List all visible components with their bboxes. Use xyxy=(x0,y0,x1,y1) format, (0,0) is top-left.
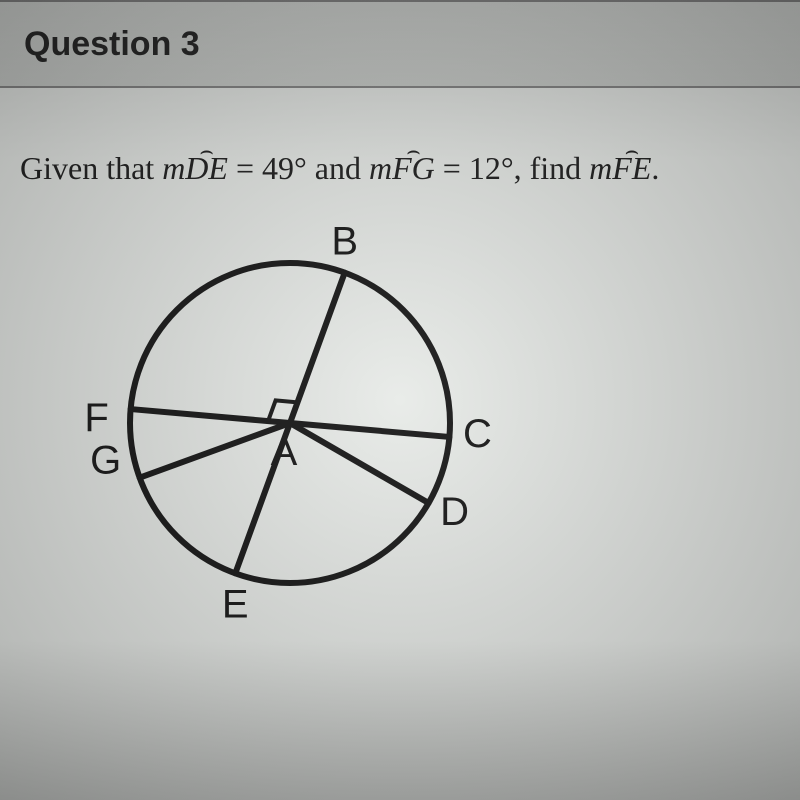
prompt-lead: Given that xyxy=(20,150,162,186)
svg-text:F: F xyxy=(84,396,108,440)
prompt-find: , find xyxy=(514,150,590,186)
question-prompt: Given that m⌢DE = 49° and m⌢FG = 12°, fi… xyxy=(20,150,780,187)
circle-diagram: B CD E FG A xyxy=(80,223,780,648)
question-content: Given that m⌢DE = 49° and m⌢FG = 12°, fi… xyxy=(0,88,800,648)
arc-FE: ⌢FE xyxy=(612,150,651,187)
svg-text:B: B xyxy=(331,223,358,264)
arc-FG: ⌢FG xyxy=(392,150,435,187)
arc-DE: ⌢DE xyxy=(185,150,228,187)
prompt-m2: m xyxy=(369,150,392,186)
prompt-m1: m xyxy=(162,150,185,186)
arc-mark-icon: ⌢ xyxy=(625,140,639,162)
svg-text:D: D xyxy=(440,490,469,534)
prompt-m3: m xyxy=(589,150,612,186)
arc-mark-icon: ⌢ xyxy=(406,140,420,162)
svg-text:A: A xyxy=(271,430,298,474)
svg-text:E: E xyxy=(222,582,249,626)
question-title: Question 3 xyxy=(24,25,200,64)
prompt-eq2: = 12° xyxy=(435,150,514,186)
question-header: Question 3 xyxy=(0,0,800,88)
arc-mark-icon: ⌢ xyxy=(199,140,213,162)
diagram-svg: B CD E FG A xyxy=(80,223,540,643)
prompt-eq1: = 49° xyxy=(228,150,315,186)
svg-text:C: C xyxy=(463,412,492,456)
prompt-and: and xyxy=(315,150,369,186)
svg-text:G: G xyxy=(90,439,121,483)
prompt-period: . xyxy=(651,150,659,186)
